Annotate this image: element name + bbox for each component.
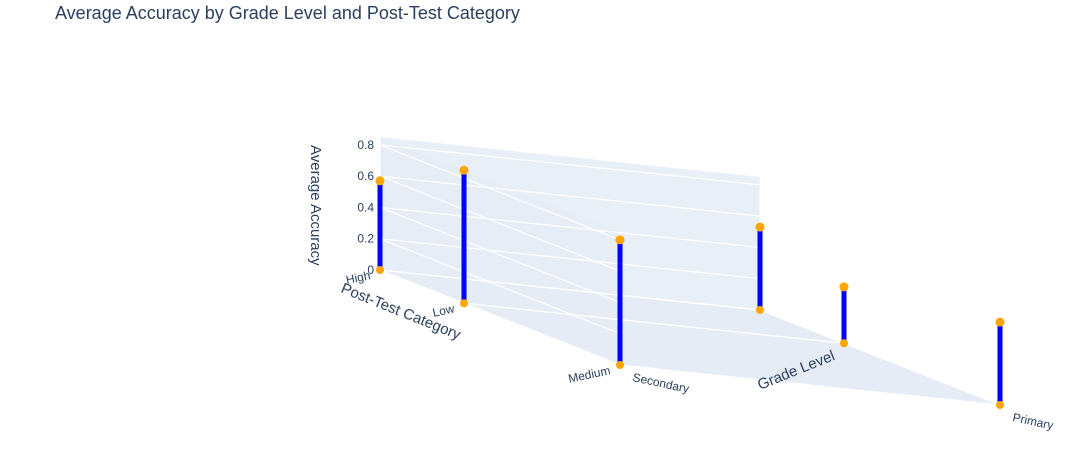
z-axis-title: Average Accuracy bbox=[307, 145, 324, 266]
y-tick-label: Medium bbox=[567, 363, 612, 386]
data-point bbox=[839, 282, 849, 292]
data-point bbox=[459, 165, 469, 175]
base-marker bbox=[996, 401, 1004, 409]
chart-title: Average Accuracy by Grade Level and Post… bbox=[55, 3, 520, 23]
z-tick-label: 0 bbox=[367, 263, 374, 277]
base-marker bbox=[840, 339, 848, 348]
data-point bbox=[755, 222, 765, 232]
base-marker bbox=[756, 306, 764, 314]
y-tick-label: Low bbox=[431, 301, 456, 319]
data-point bbox=[995, 317, 1005, 327]
base-marker bbox=[460, 299, 468, 308]
z-tick-label: 0.6 bbox=[357, 169, 374, 183]
x-tick-label: Primary bbox=[1011, 410, 1054, 432]
base-marker bbox=[616, 361, 624, 369]
x-tick-label: Secondary bbox=[631, 370, 690, 396]
y-tick-label: High bbox=[345, 268, 372, 287]
scene-wall-back bbox=[380, 137, 760, 310]
data-point bbox=[375, 176, 385, 186]
data-point bbox=[615, 235, 625, 245]
z-tick-label: 0.2 bbox=[357, 232, 374, 246]
base-marker bbox=[376, 266, 384, 274]
z-tick-label: 0.4 bbox=[357, 200, 374, 214]
z-tick-label: 0.8 bbox=[357, 138, 374, 152]
